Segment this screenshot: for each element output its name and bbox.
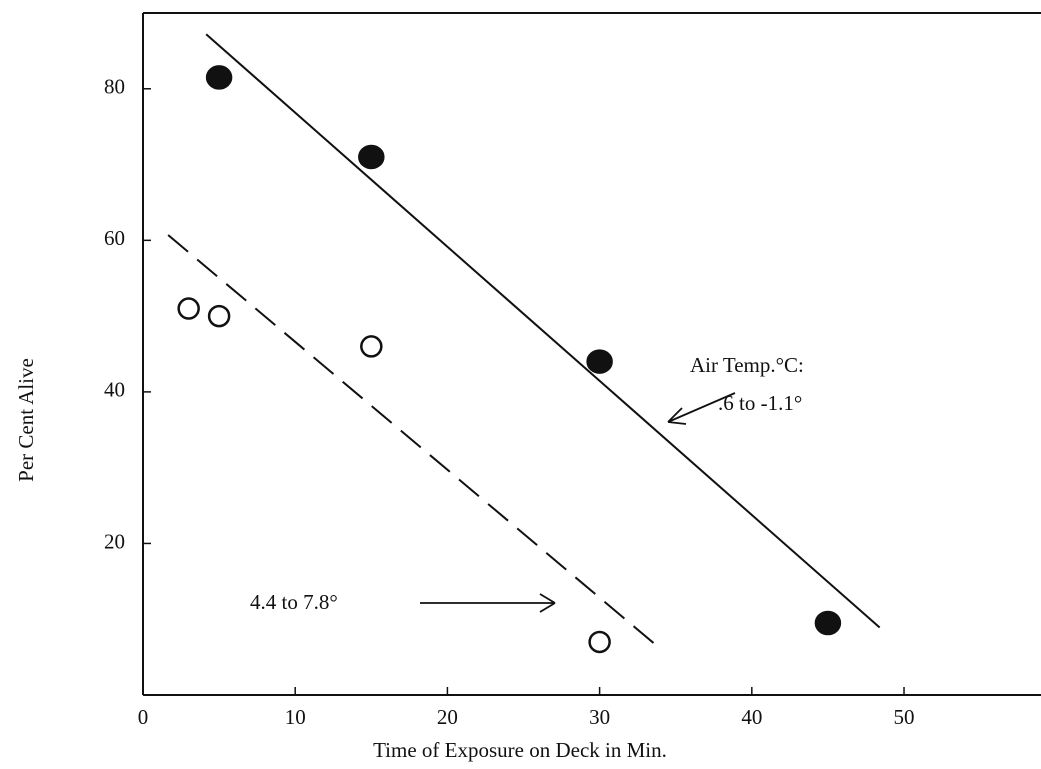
y-tick-label: 60 <box>104 226 125 250</box>
point <box>205 65 233 90</box>
y-tick-label: 80 <box>104 75 125 99</box>
annotation: Air Temp.°C: <box>690 353 804 377</box>
x-tick-label: 30 <box>589 705 610 729</box>
point <box>177 297 200 320</box>
arrow <box>420 593 556 613</box>
x-axis-title: Time of Exposure on Deck in Min. <box>373 738 667 762</box>
arrows <box>420 392 736 613</box>
x-tick-label: 10 <box>285 705 306 729</box>
point <box>814 610 842 636</box>
y-axis-title: Per Cent Alive <box>14 358 38 482</box>
point <box>588 630 611 654</box>
x-tick-label: 20 <box>437 705 458 729</box>
x-tick-label: 0 <box>138 705 149 729</box>
y-tick-label: 20 <box>104 529 125 553</box>
x-tick-label: 50 <box>894 705 915 729</box>
point <box>586 349 613 374</box>
fit-line <box>167 234 657 646</box>
annotation: 4.4 to 7.8° <box>250 590 338 614</box>
point <box>360 335 383 358</box>
x-tick-label: 40 <box>741 705 762 729</box>
y-tick-label: 40 <box>104 378 125 402</box>
fit-line <box>205 33 881 629</box>
arrow <box>667 392 736 425</box>
point <box>358 144 385 170</box>
point <box>207 304 231 328</box>
